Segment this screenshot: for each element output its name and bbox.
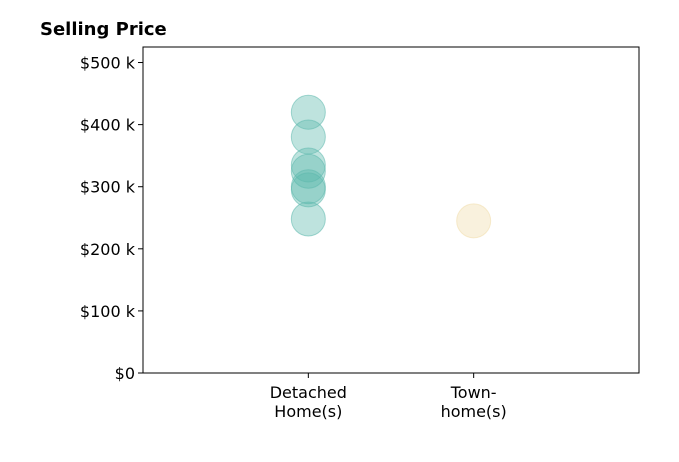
y-tick-label: $300 k xyxy=(80,178,136,197)
y-tick-label: $0 xyxy=(115,364,135,383)
data-point xyxy=(456,203,492,239)
x-tick-label: Detached Home(s) xyxy=(270,383,347,421)
chart-title: Selling Price xyxy=(40,19,167,40)
data-points xyxy=(290,94,492,239)
x-axis: Detached Home(s) Town-home(s) xyxy=(270,373,507,421)
data-point xyxy=(290,94,326,130)
plot-frame xyxy=(142,46,640,374)
data-point xyxy=(290,201,326,237)
x-tick-label: Town-home(s) xyxy=(441,383,507,421)
data-point xyxy=(290,172,326,208)
data-point xyxy=(290,153,326,189)
y-tick-label: $500 k xyxy=(80,54,136,73)
y-axis: $0 $100 k $200 k $300 k $400 k $500 k xyxy=(80,54,143,383)
y-tick-label: $400 k xyxy=(80,116,136,135)
y-tick-label: $100 k xyxy=(80,302,136,321)
y-tick-label: $200 k xyxy=(80,240,136,259)
